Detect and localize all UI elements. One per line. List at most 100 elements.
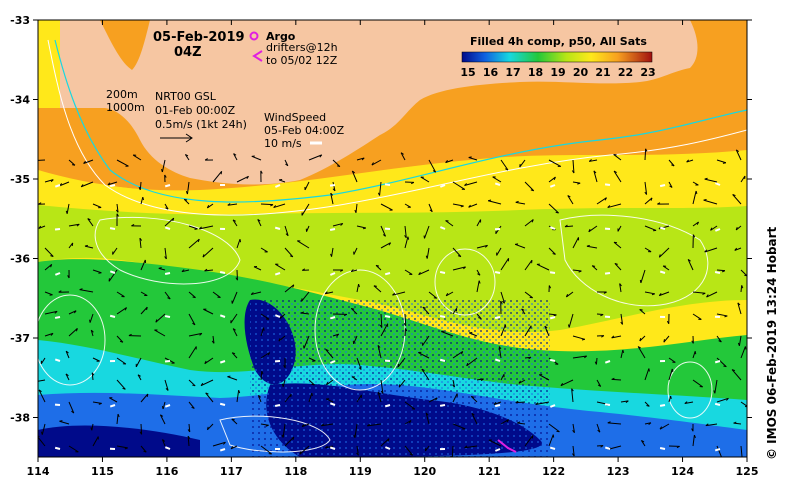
current-arrow xyxy=(488,200,502,205)
current-arrow-head xyxy=(146,306,148,311)
current-arrow xyxy=(284,284,295,293)
colorbar-tick-label: 15 xyxy=(460,66,475,79)
wind-arrow xyxy=(54,358,61,362)
current-arrow xyxy=(184,154,190,161)
current-arrow-head xyxy=(204,158,208,161)
current-arrow xyxy=(471,413,478,425)
current-arrow-head xyxy=(301,298,303,302)
current-arrow-head xyxy=(663,339,665,343)
current-arrow-head xyxy=(418,271,421,275)
current-arrow xyxy=(668,159,675,167)
wind-arrow xyxy=(329,316,336,320)
current-arrow xyxy=(373,285,382,293)
current-arrow xyxy=(500,419,509,425)
current-arrow xyxy=(112,247,118,255)
current-arrow xyxy=(524,435,534,447)
current-arrow-head xyxy=(544,325,548,329)
current-arrow xyxy=(107,181,118,186)
current-arrow xyxy=(517,422,526,425)
current-arrow-head xyxy=(409,453,413,456)
current-arrow-head xyxy=(273,205,277,208)
wind-arrow xyxy=(714,402,721,406)
current-arrow xyxy=(273,203,286,209)
current-arrow xyxy=(572,355,587,359)
current-arrow xyxy=(706,291,718,298)
current-arrow xyxy=(260,423,269,426)
current-arrow xyxy=(586,245,598,249)
current-arrow-head xyxy=(167,297,171,300)
colorbar-tick-label: 23 xyxy=(640,66,655,79)
current-arrow xyxy=(380,323,389,337)
wind-arrow xyxy=(659,270,666,274)
current-arrow xyxy=(379,181,382,196)
current-arrow-head xyxy=(227,203,231,206)
current-arrow-head xyxy=(691,428,694,432)
current-arrow-head xyxy=(302,268,306,271)
current-arrow-head xyxy=(721,270,726,273)
current-arrow xyxy=(44,263,53,271)
current-arrow-head xyxy=(79,288,83,291)
current-arrow-head xyxy=(737,342,740,346)
wind-arrow xyxy=(439,226,446,230)
current-arrow-head xyxy=(332,188,336,192)
current-arrow-head xyxy=(552,253,556,255)
current-arrow xyxy=(205,392,214,403)
current-arrow-head xyxy=(577,182,581,185)
current-arrow xyxy=(38,225,46,229)
current-arrow-head xyxy=(517,421,521,424)
current-arrow-head xyxy=(704,249,708,253)
current-arrow xyxy=(204,357,214,365)
current-arrow xyxy=(595,357,598,365)
current-arrow-head xyxy=(299,451,302,455)
current-arrow xyxy=(65,350,70,359)
current-arrow xyxy=(109,397,118,403)
current-arrow xyxy=(404,420,412,425)
current-arrow-head xyxy=(611,335,615,339)
current-arrow-head xyxy=(330,253,333,257)
y-tick-label: -36 xyxy=(10,253,30,266)
current-arrow xyxy=(644,291,655,295)
current-arrow xyxy=(500,159,509,171)
current-arrow xyxy=(297,240,310,249)
current-arrow xyxy=(92,436,99,447)
current-arrow xyxy=(468,157,478,161)
wind-arrow xyxy=(714,271,721,274)
wind-arrow xyxy=(604,272,611,275)
current-arrow-head xyxy=(425,255,428,259)
current-arrow-head xyxy=(421,368,425,371)
current-arrow xyxy=(705,423,718,427)
current-arrow xyxy=(303,335,310,349)
current-arrow-head xyxy=(146,393,149,398)
current-arrow xyxy=(202,247,214,258)
current-arrow-head xyxy=(50,255,54,257)
current-arrow xyxy=(452,351,464,359)
current-arrow xyxy=(116,159,129,167)
wind-arrow xyxy=(604,360,611,364)
current-arrow-head xyxy=(722,162,726,164)
current-arrow-head xyxy=(352,170,356,174)
current-arrow xyxy=(692,291,706,294)
current-arrow xyxy=(404,445,414,456)
current-arrow xyxy=(301,423,310,428)
current-arrow xyxy=(92,401,102,404)
wind-arrow xyxy=(219,448,226,452)
current-arrow-head xyxy=(581,338,585,341)
current-arrow xyxy=(548,423,560,433)
current-arrow-head xyxy=(204,268,208,272)
drifters-label-1: drifters@12h xyxy=(266,41,338,54)
current-arrow-head xyxy=(686,159,690,163)
current-arrow-head xyxy=(676,445,680,449)
current-arrow-head xyxy=(648,422,652,426)
credit-strip: © IMOS 06-Feb-2019 13:24 Hobart xyxy=(762,20,782,460)
current-arrow xyxy=(284,393,292,403)
current-arrow xyxy=(425,412,430,425)
current-arrow xyxy=(325,398,334,403)
wind-arrow xyxy=(549,271,556,274)
current-arrow xyxy=(164,379,169,391)
current-arrow-head xyxy=(498,346,502,350)
current-arrow-head xyxy=(358,367,362,370)
current-arrow xyxy=(188,291,196,298)
current-arrow-head xyxy=(128,333,132,337)
wind-arrow xyxy=(109,270,116,274)
current-arrow-head xyxy=(38,389,42,393)
